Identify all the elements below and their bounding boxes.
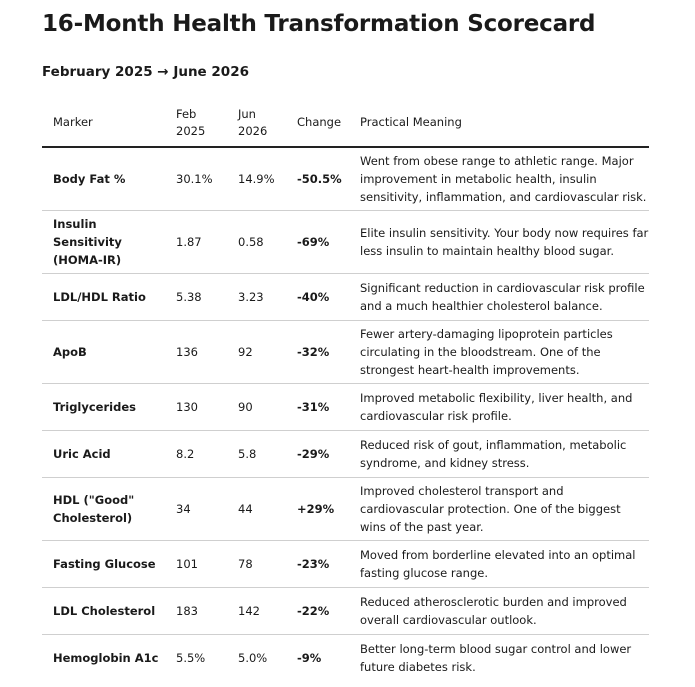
jun-2026-value: 44 — [227, 477, 286, 541]
table-row: ApoB 136 92 -32% Fewer artery-damaging lipop… — [42, 320, 649, 384]
change-value: -32% — [286, 320, 349, 384]
marker-cell: Uric Acid — [42, 430, 165, 478]
jun-2026-value: 5.0% — [238, 650, 268, 665]
jun-2026-value: 0.58 — [227, 210, 286, 274]
practical-meaning-cell: Went from obese range to athletic range.… — [349, 147, 649, 211]
feb-2025-value: 8.2 — [165, 430, 227, 478]
practical-meaning-cell: Elite insulin sensitivity. Your body now… — [349, 210, 649, 274]
marker-cell: Body Fat % — [42, 147, 165, 211]
header-practical-meaning: Practical Meaning — [349, 99, 649, 148]
jun-2026-value: 78 — [227, 540, 286, 588]
change-value: +29% — [286, 477, 349, 541]
practical-meaning-cell: Moved from borderline elevated into an o… — [349, 540, 649, 588]
page-title: 16-Month Health Transformation Scorecard — [42, 11, 596, 37]
marker-cell: ApoB — [42, 320, 165, 384]
jun-2026-value: 3.23 — [227, 273, 286, 321]
header-marker: Marker — [42, 99, 165, 148]
marker-cell: Insulin Sensitivity (HOMA-IR) — [42, 210, 165, 274]
table-row: Body Fat % 30.1% 14.9% -50.5% Went from obes… — [42, 147, 649, 211]
feb-2025-value: 130 — [165, 383, 227, 431]
header-feb-2025-label: Feb 2025 — [176, 106, 206, 138]
feb-2025-value: 136 — [165, 320, 227, 384]
table-row: Insulin Sensitivity (HOMA-IR) 1.87 0.58 -69… — [42, 210, 649, 274]
marker-cell: Triglycerides — [42, 383, 165, 431]
feb-2025-value: 34 — [165, 477, 227, 541]
jun-2026-value: 142 — [227, 587, 286, 635]
scorecard-table: Marker Feb 2025 Jun 2026 Change Practica… — [42, 99, 649, 681]
header-jun-2026-label: Jun 2026 — [238, 106, 268, 138]
feb-2025-value: 101 — [165, 540, 227, 588]
change-value: -9% — [297, 650, 322, 665]
feb-2025-value: 1.87 — [165, 210, 227, 274]
table-row: Triglycerides 130 90 -31% Improved metabolic… — [42, 383, 649, 431]
table-row: Hemoglobin A1c 5.5% 5.0% -9% Better long-ter… — [42, 634, 649, 681]
feb-2025-value: 5.5% — [176, 650, 206, 665]
marker-cell: Fasting Glucose — [42, 540, 165, 588]
change-value: -22% — [286, 587, 349, 635]
jun-2026-value: 90 — [227, 383, 286, 431]
practical-meaning-cell: Improved metabolic flexibility, liver he… — [349, 383, 649, 431]
header-jun-2026: Jun 2026 — [227, 99, 286, 148]
practical-meaning-cell: Fewer artery-damaging lipoprotein partic… — [349, 320, 649, 384]
date-range-subtitle: February 2025 → June 2026 — [42, 64, 249, 80]
marker-cell: HDL ("Good" Cholesterol) — [42, 477, 165, 541]
table-row: Fasting Glucose 101 78 -23% Moved from borde… — [42, 540, 649, 588]
table-row: HDL ("Good" Cholesterol) 34 44 +29% Improved… — [42, 477, 649, 541]
feb-2025-value: 30.1% — [165, 147, 227, 211]
marker-cell: LDL/HDL Ratio — [42, 273, 165, 321]
table-row: LDL/HDL Ratio 5.38 3.23 -40% Significant red… — [42, 273, 649, 321]
scorecard-body: Body Fat % 30.1% 14.9% -50.5% Went from obes… — [42, 147, 649, 681]
marker-cell: Hemoglobin A1c — [53, 650, 159, 665]
table-row: LDL Cholesterol 183 142 -22% Reduced atheros… — [42, 587, 649, 635]
change-value: -50.5% — [286, 147, 349, 211]
jun-2026-value: 14.9% — [227, 147, 286, 211]
feb-2025-value: 183 — [165, 587, 227, 635]
practical-meaning-cell: Reduced risk of gout, inflammation, meta… — [349, 430, 649, 478]
table-row: Uric Acid 8.2 5.8 -29% Reduced risk of gout,… — [42, 430, 649, 478]
feb-2025-value: 5.38 — [165, 273, 227, 321]
practical-meaning-cell: Better long-term blood sugar control and… — [360, 641, 632, 674]
header-feb-2025: Feb 2025 — [165, 99, 227, 148]
change-value: -29% — [286, 430, 349, 478]
change-value: -23% — [286, 540, 349, 588]
practical-meaning-cell: Significant reduction in cardiovascular … — [349, 273, 649, 321]
practical-meaning-cell: Improved cholesterol transport and cardi… — [349, 477, 649, 541]
change-value: -31% — [286, 383, 349, 431]
header-change: Change — [286, 99, 349, 148]
table-header-row: Marker Feb 2025 Jun 2026 Change Practica… — [42, 99, 649, 148]
jun-2026-value: 5.8 — [227, 430, 286, 478]
practical-meaning-cell: Reduced atherosclerotic burden and impro… — [349, 587, 649, 635]
jun-2026-value: 92 — [227, 320, 286, 384]
change-value: -69% — [286, 210, 349, 274]
marker-cell: LDL Cholesterol — [42, 587, 165, 635]
change-value: -40% — [286, 273, 349, 321]
